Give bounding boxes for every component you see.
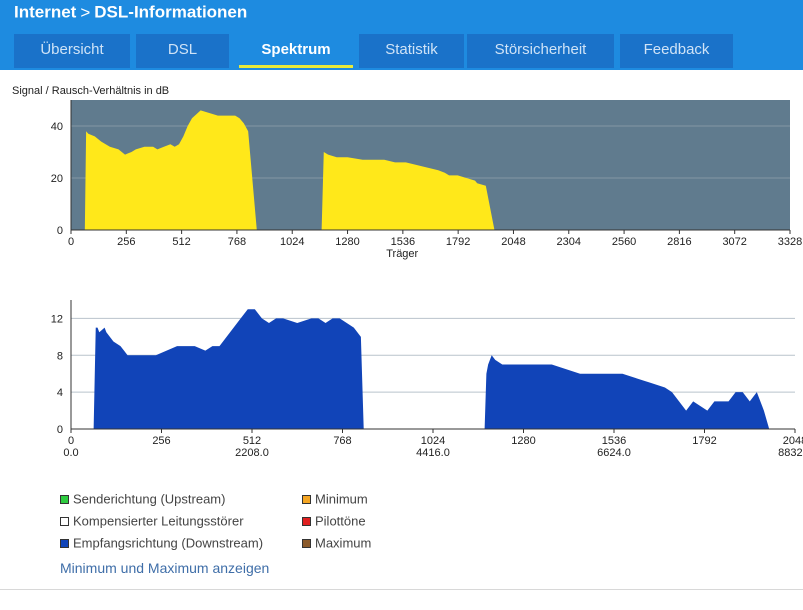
y-tick-label: 0 <box>57 225 63 237</box>
x-tick-label: 1280 <box>335 236 359 248</box>
snr-chart-title: Signal / Rausch-Verhältnis in dB <box>12 85 170 97</box>
x-tick-label: 512 <box>172 236 190 248</box>
legend-item-upstream[interactable]: Senderichtung (Upstream) <box>60 490 225 508</box>
breadcrumb: Internet > DSL-Informationen <box>14 2 247 23</box>
legend-swatch-upstream <box>60 495 69 505</box>
x-tick-label: 256 <box>152 435 170 447</box>
legend-swatch-pilot <box>302 517 311 527</box>
x-tick-label: 3072 <box>722 236 746 248</box>
x-tick-label-secondary: 6624.0 <box>597 447 631 459</box>
breadcrumb-item-internet[interactable]: Internet <box>14 2 77 22</box>
x-tick-label: 1792 <box>446 236 470 248</box>
legend-item-pilot-tones[interactable]: Pilottöne <box>302 512 366 530</box>
x-tick-label: 2048 <box>783 435 803 447</box>
tab-uebersicht[interactable]: Übersicht <box>14 34 130 68</box>
y-tick-label: 12 <box>51 313 63 325</box>
top-header: Internet > DSL-Informationen Übersicht DSL… <box>0 0 803 70</box>
show-min-max-link[interactable]: Minimum und Maximum anzeigen <box>60 560 270 576</box>
divider <box>0 589 803 590</box>
x-tick-label: 0 <box>68 435 74 447</box>
series-area-0 <box>93 309 364 429</box>
y-tick-label: 0 <box>57 424 63 436</box>
x-tick-label: 2048 <box>501 236 525 248</box>
x-tick-label-secondary: 8832.0 <box>778 447 803 459</box>
x-tick-label: 3328 <box>778 236 802 248</box>
x-tick-label: 0 <box>68 236 74 248</box>
x-axis-label: Träger <box>386 248 418 260</box>
x-tick-label: 1280 <box>511 435 535 447</box>
y-tick-label: 4 <box>57 387 63 399</box>
legend-item-minimum[interactable]: Minimum <box>302 490 368 508</box>
x-tick-label: 1792 <box>692 435 716 447</box>
x-tick-label-secondary: 4416.0 <box>416 447 450 459</box>
tab-statistik[interactable]: Statistik <box>359 34 464 68</box>
x-tick-label: 1536 <box>391 236 415 248</box>
chevron-right-icon: > <box>80 2 91 22</box>
y-tick-label: 20 <box>51 173 63 185</box>
legend-swatch-maximum <box>302 539 311 549</box>
x-tick-label: 1024 <box>280 236 304 248</box>
series-area-0 <box>84 110 257 230</box>
y-tick-label: 8 <box>57 350 63 362</box>
x-tick-label: 768 <box>228 236 246 248</box>
x-tick-label: 2304 <box>557 236 581 248</box>
series-area-1 <box>321 152 495 230</box>
legend-item-maximum[interactable]: Maximum <box>302 534 371 552</box>
legend-swatch-compensated <box>60 517 69 527</box>
legend-item-downstream[interactable]: Empfangsrichtung (Downstream) <box>60 534 263 552</box>
x-tick-label: 1024 <box>421 435 445 447</box>
y-tick-label: 40 <box>51 121 63 133</box>
breadcrumb-item-dsl-info: DSL-Informationen <box>94 2 248 22</box>
legend-item-compensated-interference[interactable]: Kompensierter Leitungsstörer <box>60 512 244 530</box>
tab-stoersicherheit[interactable]: Störsicherheit <box>467 34 614 68</box>
x-tick-label: 2816 <box>667 236 691 248</box>
x-tick-label: 768 <box>333 435 351 447</box>
snr-chart: 0 20 40 0 256 512 768 1024 1280 1536 1792 2048 2304 2… <box>51 100 802 260</box>
x-tick-label-secondary: 0.0 <box>63 447 78 459</box>
legend-swatch-minimum <box>302 495 311 505</box>
tab-spektrum[interactable]: Spektrum <box>239 34 353 68</box>
legend-swatch-downstream <box>60 539 69 549</box>
x-tick-label: 512 <box>243 435 261 447</box>
tab-dsl[interactable]: DSL <box>136 34 229 68</box>
x-tick-label-secondary: 2208.0 <box>235 447 269 459</box>
x-tick-label: 1536 <box>602 435 626 447</box>
x-tick-label: 2560 <box>612 236 636 248</box>
bits-chart: 0 4 8 12 0 256 512 768 1024 1280 1536 1792 2048 0.0 22… <box>51 300 803 459</box>
x-tick-label: 256 <box>117 236 135 248</box>
series-area-1 <box>484 355 770 429</box>
tab-feedback[interactable]: Feedback <box>620 34 733 68</box>
